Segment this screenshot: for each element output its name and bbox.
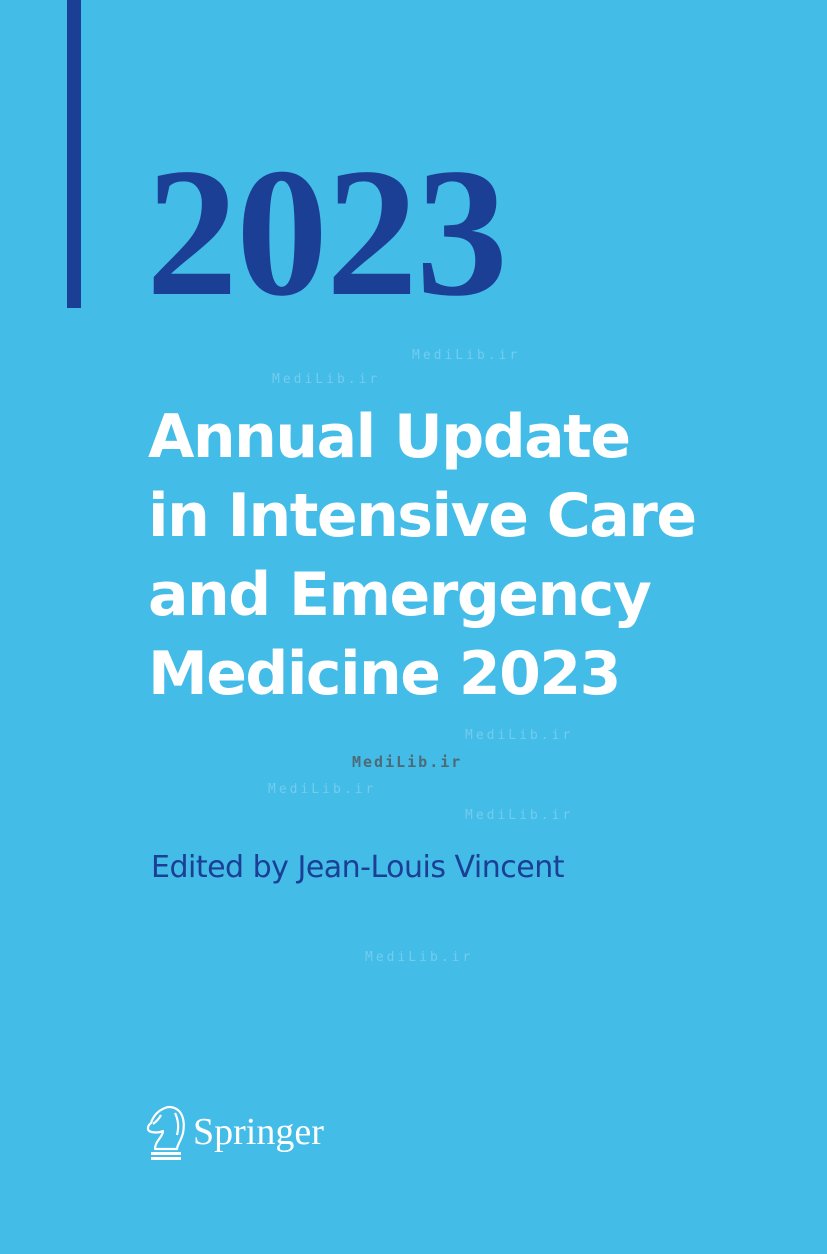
watermark: MediLib.ir [365, 950, 474, 965]
edition-year: 2023 [146, 130, 508, 334]
editor-credit: Edited by Jean-Louis Vincent [151, 850, 565, 885]
title-line: Annual Update [148, 402, 631, 472]
watermark: MediLib.ir [465, 808, 574, 823]
publisher-logo: Springer [145, 1103, 324, 1161]
title-line: Medicine 2023 [148, 639, 621, 709]
watermark: MediLib.ir [268, 782, 377, 797]
publisher-name: Springer [193, 1111, 324, 1153]
watermark: MediLib.ir [272, 372, 381, 387]
title-line: in Intensive Care [148, 481, 697, 551]
accent-bar [67, 0, 81, 308]
title-line: and Emergency [148, 560, 652, 630]
springer-horse-icon [146, 1105, 185, 1160]
watermark: MediLib.ir [412, 348, 521, 363]
watermark: MediLib.ir [465, 728, 574, 743]
watermark-main: MediLib.ir [352, 753, 463, 771]
book-title: Annual Update in Intensive Care and Emer… [148, 398, 697, 714]
